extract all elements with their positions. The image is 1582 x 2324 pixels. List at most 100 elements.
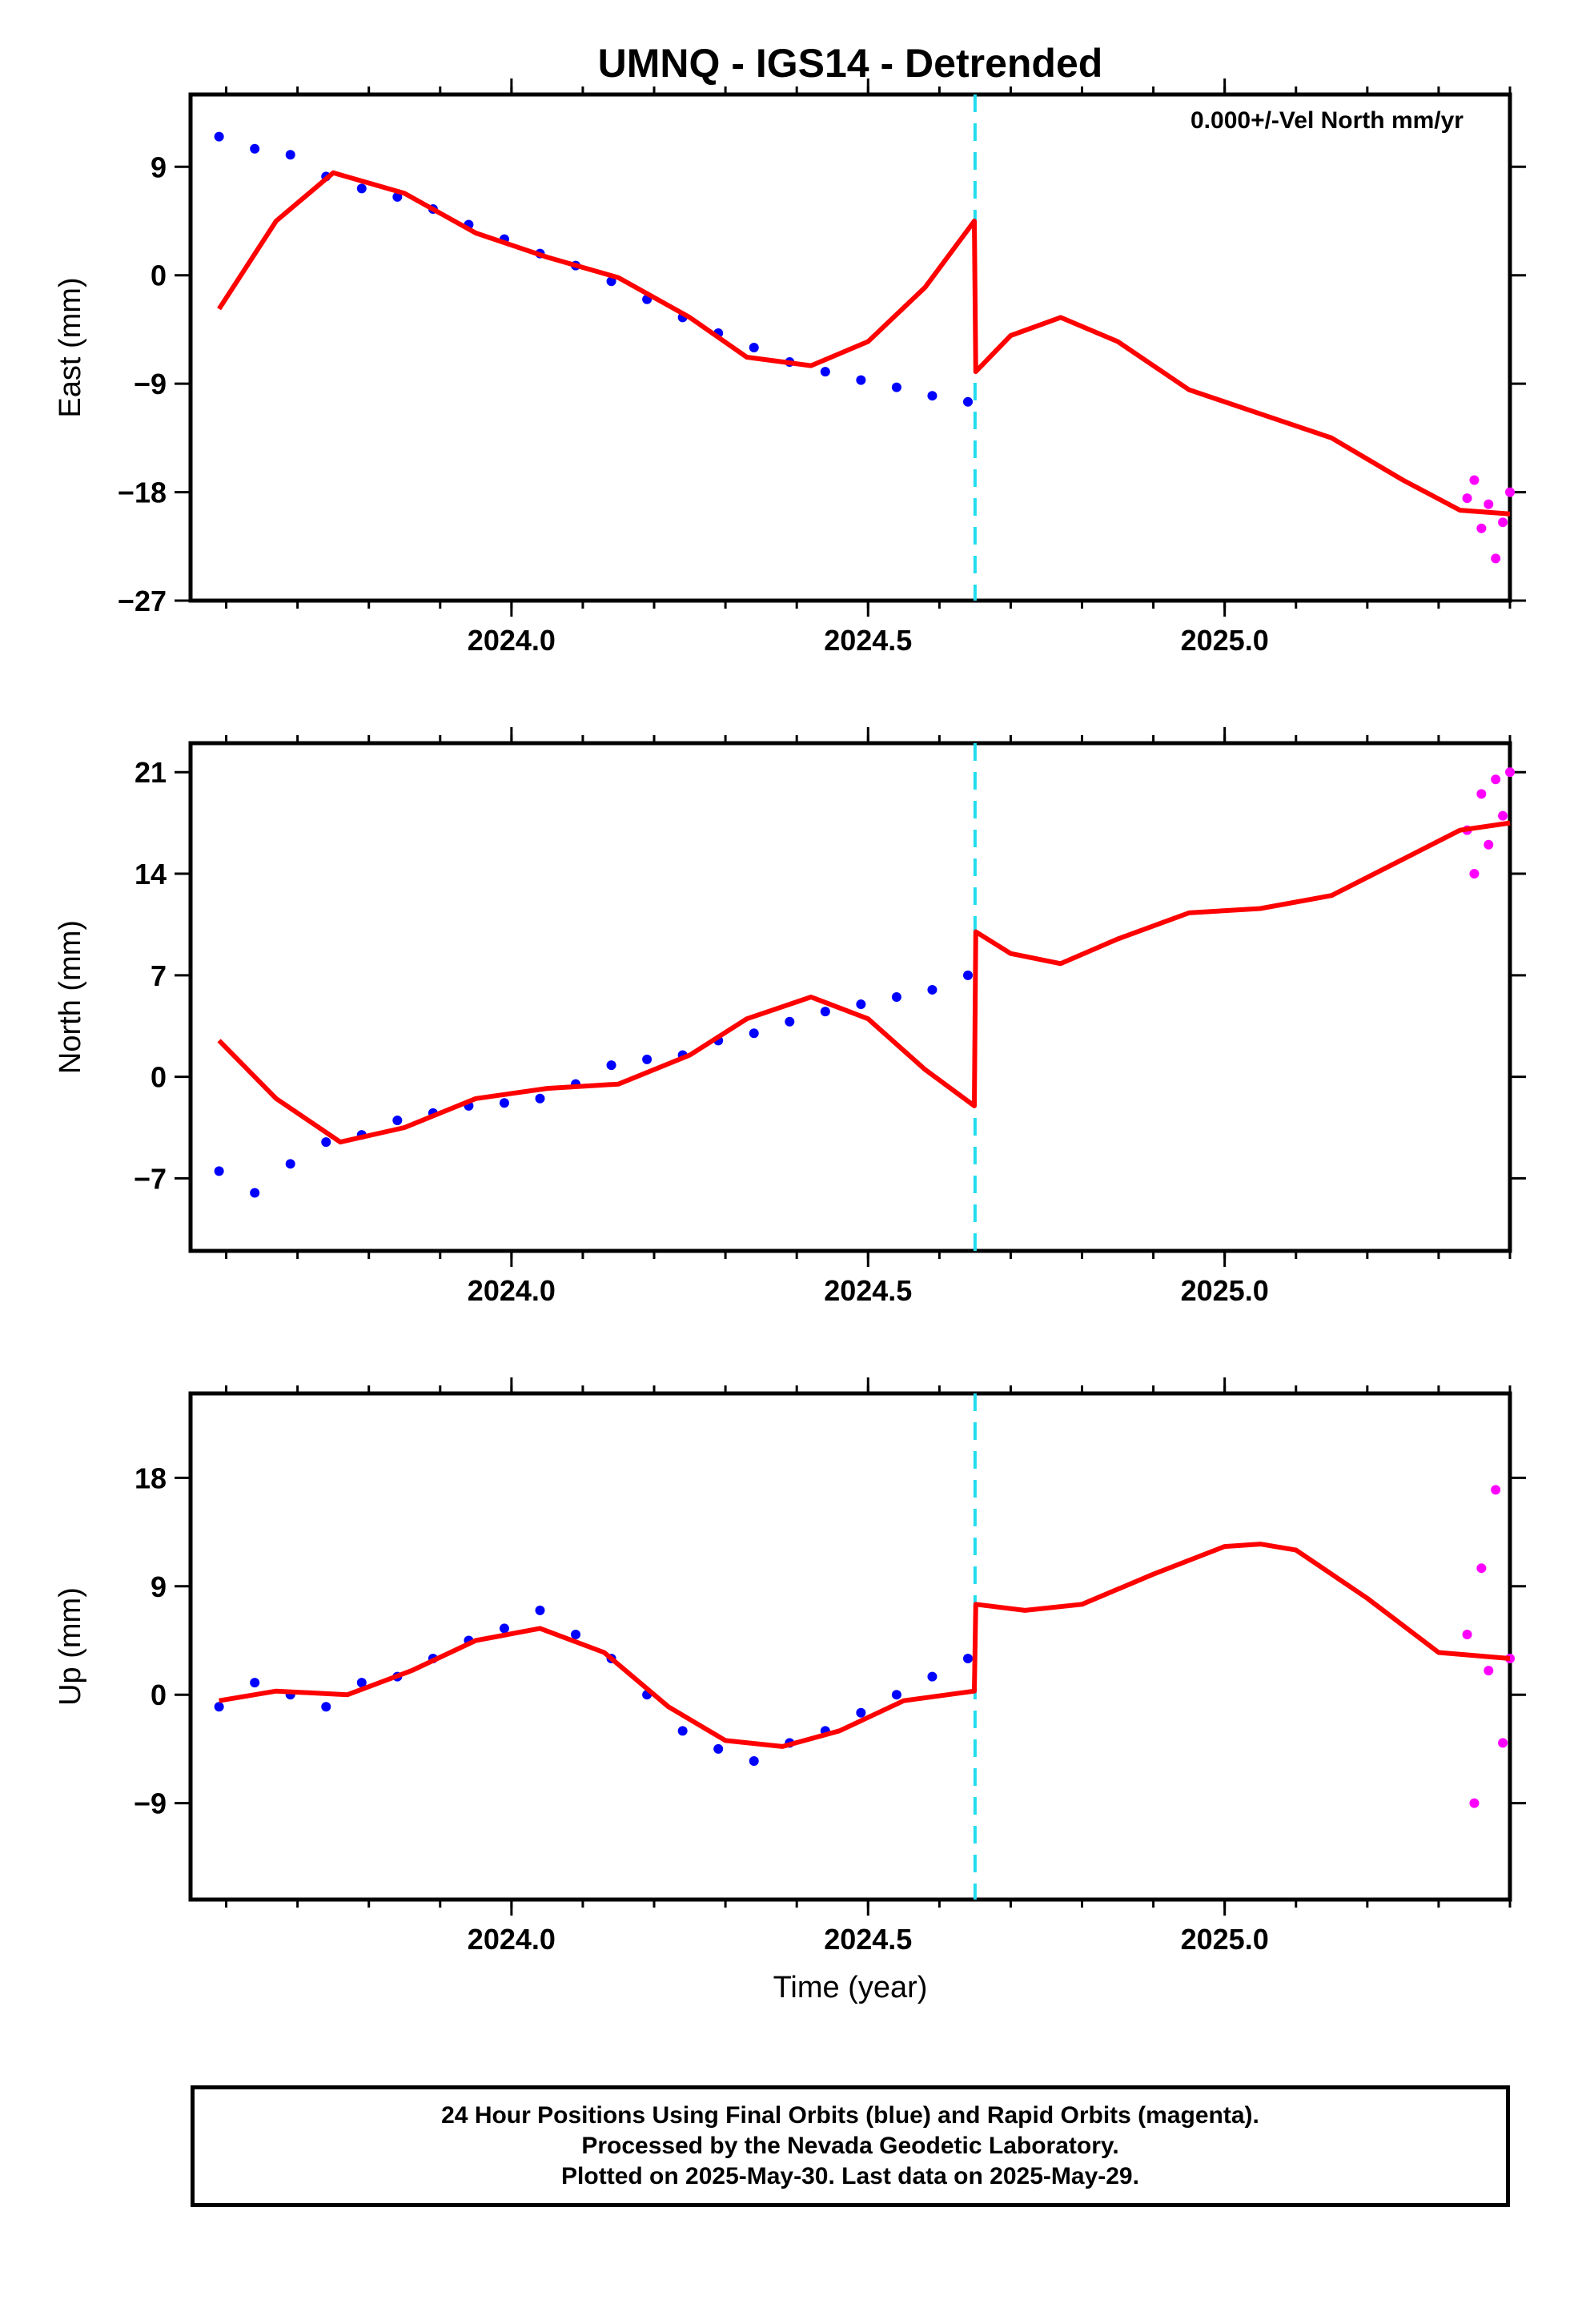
- rapid-orbit-point: [1469, 1798, 1480, 1808]
- rapid-orbit-point: [1462, 493, 1472, 504]
- final-orbit-point: [606, 1060, 616, 1071]
- y-tick-label: 18: [135, 1462, 167, 1494]
- final-orbit-point: [571, 1629, 581, 1639]
- y-axis-label: Up (mm): [54, 1587, 87, 1706]
- model-curve: [217, 820, 1511, 1145]
- final-orbit-point: [820, 367, 830, 377]
- final-orbit-point: [214, 1702, 224, 1712]
- final-orbit-point: [321, 1137, 331, 1148]
- rapid-orbit-point: [1491, 553, 1501, 564]
- panel-1: 2024.0 2024.5 2025.0 9 0 −9 −18 −27 East (mm) UMN…: [54, 41, 1526, 657]
- final-orbit-point: [392, 1115, 403, 1125]
- panel-3: 2024.0 2024.5 2025.0 18 9 0 −9 Up (mm) Time (yea…: [54, 1377, 1526, 2004]
- x-tick-label: 2025.0: [1181, 1274, 1269, 1307]
- rapid-orbit-point: [1498, 1738, 1508, 1748]
- final-orbit-point: [962, 970, 973, 980]
- final-orbit-point: [285, 1159, 295, 1169]
- y-tick-label: −9: [134, 368, 167, 400]
- final-orbit-point: [820, 1007, 830, 1017]
- final-orbit-point: [356, 183, 367, 194]
- y-tick-label: −7: [134, 1162, 167, 1195]
- final-orbit-point: [499, 1623, 509, 1634]
- final-orbit-point: [250, 1678, 260, 1688]
- y-tick-label: 0: [151, 1679, 167, 1711]
- y-axis-label: North (mm): [54, 920, 87, 1074]
- rapid-orbit-point: [1484, 1666, 1494, 1676]
- x-axis-label: Time (year): [773, 1971, 928, 2004]
- rapid-orbit-point: [1498, 517, 1508, 528]
- final-orbit-point: [285, 150, 295, 160]
- y-tick-label: −27: [118, 585, 167, 617]
- final-orbit-point: [392, 191, 403, 202]
- final-orbit-point: [891, 992, 901, 1002]
- x-tick-label: 2024.0: [468, 1274, 556, 1307]
- plot-frame: [188, 1391, 1512, 1902]
- y-tick-label: 0: [151, 259, 167, 292]
- footer-caption-box: 24 Hour Positions Using Final Orbits (bl…: [191, 2085, 1510, 2207]
- final-orbit-point: [713, 1743, 724, 1754]
- y-tick-label: −9: [134, 1787, 167, 1820]
- x-tick-label: 2024.5: [824, 624, 912, 657]
- x-tick-label: 2025.0: [1181, 624, 1269, 657]
- x-tick-label: 2025.0: [1181, 1923, 1269, 1956]
- final-orbit-point: [891, 1690, 901, 1700]
- final-orbit-point: [856, 1707, 866, 1718]
- final-orbit-point: [927, 1671, 938, 1682]
- rapid-orbit-point: [1476, 789, 1487, 799]
- final-orbit-point: [499, 1098, 509, 1108]
- final-orbit-point: [214, 1166, 224, 1176]
- final-orbit-point: [962, 396, 973, 407]
- footer-line-2: Processed by the Nevada Geodetic Laborat…: [581, 2133, 1119, 2159]
- rapid-orbit-point: [1505, 487, 1515, 497]
- rapid-orbit-point: [1505, 767, 1515, 778]
- footer-line-1: 24 Hour Positions Using Final Orbits (bl…: [441, 2102, 1259, 2129]
- rapid-orbit-point: [1491, 774, 1501, 785]
- y-tick-label: 9: [151, 151, 167, 183]
- y-axis-label: East (mm): [54, 277, 87, 417]
- plot-frame: [188, 741, 1512, 1253]
- x-tick-label: 2024.0: [468, 624, 556, 657]
- final-orbit-point: [214, 131, 224, 142]
- x-tick-label: 2024.0: [468, 1923, 556, 1956]
- rapid-orbit-point: [1498, 810, 1508, 821]
- y-tick-label: 7: [151, 959, 167, 992]
- model-curve: [217, 170, 1511, 517]
- model-curve: [219, 1542, 1511, 1749]
- y-tick-label: 9: [151, 1570, 167, 1603]
- rapid-orbit-point: [1462, 1629, 1472, 1639]
- chart-title: UMNQ - IGS14 - Detrended: [598, 41, 1103, 86]
- rapid-orbit-point: [1476, 1563, 1487, 1574]
- final-orbit-point: [749, 343, 759, 352]
- rapid-orbit-point: [1491, 1485, 1501, 1495]
- final-orbit-point: [749, 1755, 759, 1766]
- final-orbit-point: [785, 1016, 795, 1027]
- final-orbit-point: [642, 1054, 652, 1064]
- y-tick-label: 0: [151, 1061, 167, 1094]
- final-orbit-point: [535, 1093, 545, 1104]
- y-tick-label: 14: [135, 858, 167, 891]
- rapid-orbit-point: [1469, 869, 1480, 879]
- panel-2: 2024.0 2024.5 2025.0 21 14 7 0 −7 North (mm): [54, 727, 1526, 1307]
- final-orbit-point: [250, 1188, 260, 1198]
- final-orbit-point: [962, 1654, 973, 1664]
- final-orbit-point: [677, 1726, 688, 1736]
- rapid-orbit-point: [1469, 475, 1480, 485]
- x-tick-label: 2024.5: [824, 1274, 912, 1307]
- final-orbit-point: [749, 1028, 759, 1039]
- final-orbit-point: [856, 375, 866, 385]
- final-orbit-point: [250, 143, 260, 154]
- final-orbit-point: [606, 276, 616, 287]
- final-orbit-point: [927, 391, 938, 401]
- rapid-orbit-point: [1484, 499, 1494, 509]
- final-orbit-point: [891, 382, 901, 392]
- velocity-annotation: 0.000+/-Vel North mm/yr: [1191, 107, 1464, 134]
- footer-line-3: Plotted on 2025-May-30. Last data on 202…: [561, 2163, 1139, 2189]
- final-orbit-point: [321, 1702, 331, 1712]
- rapid-orbit-point: [1476, 523, 1487, 533]
- y-tick-label: 21: [135, 756, 167, 789]
- final-orbit-point: [356, 1678, 367, 1688]
- final-orbit-point: [856, 999, 866, 1010]
- final-orbit-point: [535, 1605, 545, 1615]
- rapid-orbit-point: [1484, 839, 1494, 850]
